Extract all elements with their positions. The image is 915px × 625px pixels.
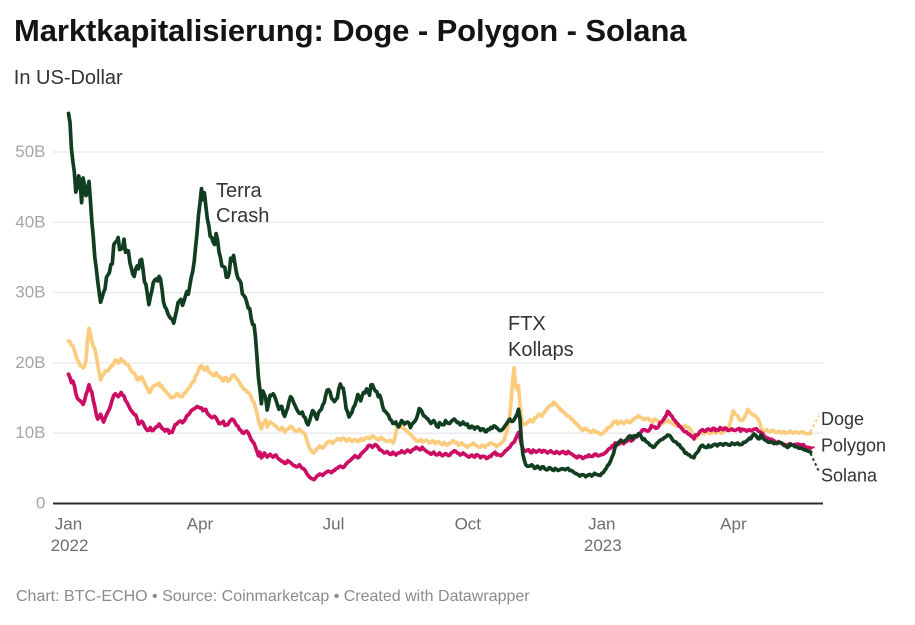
svg-text:Chart: BTC-ECHO • Source: Coin: Chart: BTC-ECHO • Source: Coinmarketcap … — [16, 588, 530, 605]
svg-text:2022: 2022 — [51, 536, 89, 555]
svg-text:50B: 50B — [15, 142, 45, 161]
svg-text:Apr: Apr — [187, 515, 214, 534]
svg-text:Jan: Jan — [55, 515, 82, 534]
svg-text:In US-Dollar: In US-Dollar — [14, 67, 123, 89]
svg-text:Polygon: Polygon — [821, 436, 886, 456]
svg-text:20B: 20B — [15, 353, 45, 372]
svg-text:Kollaps: Kollaps — [508, 339, 574, 361]
svg-text:30B: 30B — [15, 283, 45, 302]
svg-text:0: 0 — [36, 494, 45, 513]
svg-text:Doge: Doge — [821, 409, 864, 429]
svg-text:Apr: Apr — [720, 515, 747, 534]
svg-text:2023: 2023 — [584, 536, 622, 555]
svg-text:10B: 10B — [15, 423, 45, 442]
svg-text:40B: 40B — [15, 212, 45, 231]
svg-text:Jan: Jan — [588, 515, 615, 534]
svg-text:Marktkapitalisierung: Doge - P: Marktkapitalisierung: Doge - Polygon - S… — [14, 13, 687, 48]
svg-text:Crash: Crash — [216, 205, 269, 227]
svg-text:Jul: Jul — [323, 515, 345, 534]
svg-text:Oct: Oct — [455, 515, 482, 534]
svg-text:Solana: Solana — [821, 466, 878, 486]
svg-text:FTX: FTX — [508, 313, 546, 335]
svg-text:Terra: Terra — [216, 180, 262, 202]
